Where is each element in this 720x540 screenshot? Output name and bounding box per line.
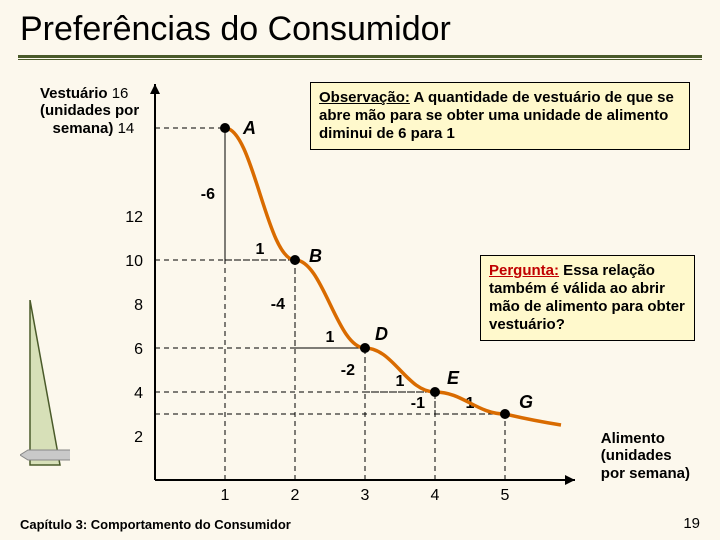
indifference-chart: 2468101212345-61-41-21-11ABDEG (0, 0, 720, 540)
chapter-footer: Capítulo 3: Comportamento do Consumidor (20, 517, 291, 532)
svg-text:B: B (309, 246, 322, 266)
svg-text:-6: -6 (201, 186, 215, 203)
svg-text:3: 3 (361, 487, 370, 504)
svg-text:10: 10 (125, 253, 143, 270)
svg-text:4: 4 (134, 385, 143, 402)
svg-text:1: 1 (256, 241, 265, 258)
page-number: 19 (683, 515, 700, 532)
svg-text:5: 5 (501, 487, 510, 504)
decorative-triangle (20, 300, 70, 480)
svg-text:2: 2 (291, 487, 300, 504)
svg-text:G: G (519, 392, 533, 412)
svg-text:A: A (242, 118, 256, 138)
svg-text:-2: -2 (341, 362, 355, 379)
svg-text:1: 1 (326, 329, 335, 346)
svg-text:8: 8 (134, 297, 143, 314)
svg-text:D: D (375, 324, 388, 344)
svg-text:12: 12 (125, 209, 143, 226)
svg-text:4: 4 (431, 487, 440, 504)
svg-text:6: 6 (134, 341, 143, 358)
svg-text:-4: -4 (271, 296, 285, 313)
svg-text:2: 2 (134, 429, 143, 446)
svg-text:1: 1 (221, 487, 230, 504)
svg-text:E: E (447, 368, 460, 388)
svg-text:-1: -1 (411, 395, 425, 412)
